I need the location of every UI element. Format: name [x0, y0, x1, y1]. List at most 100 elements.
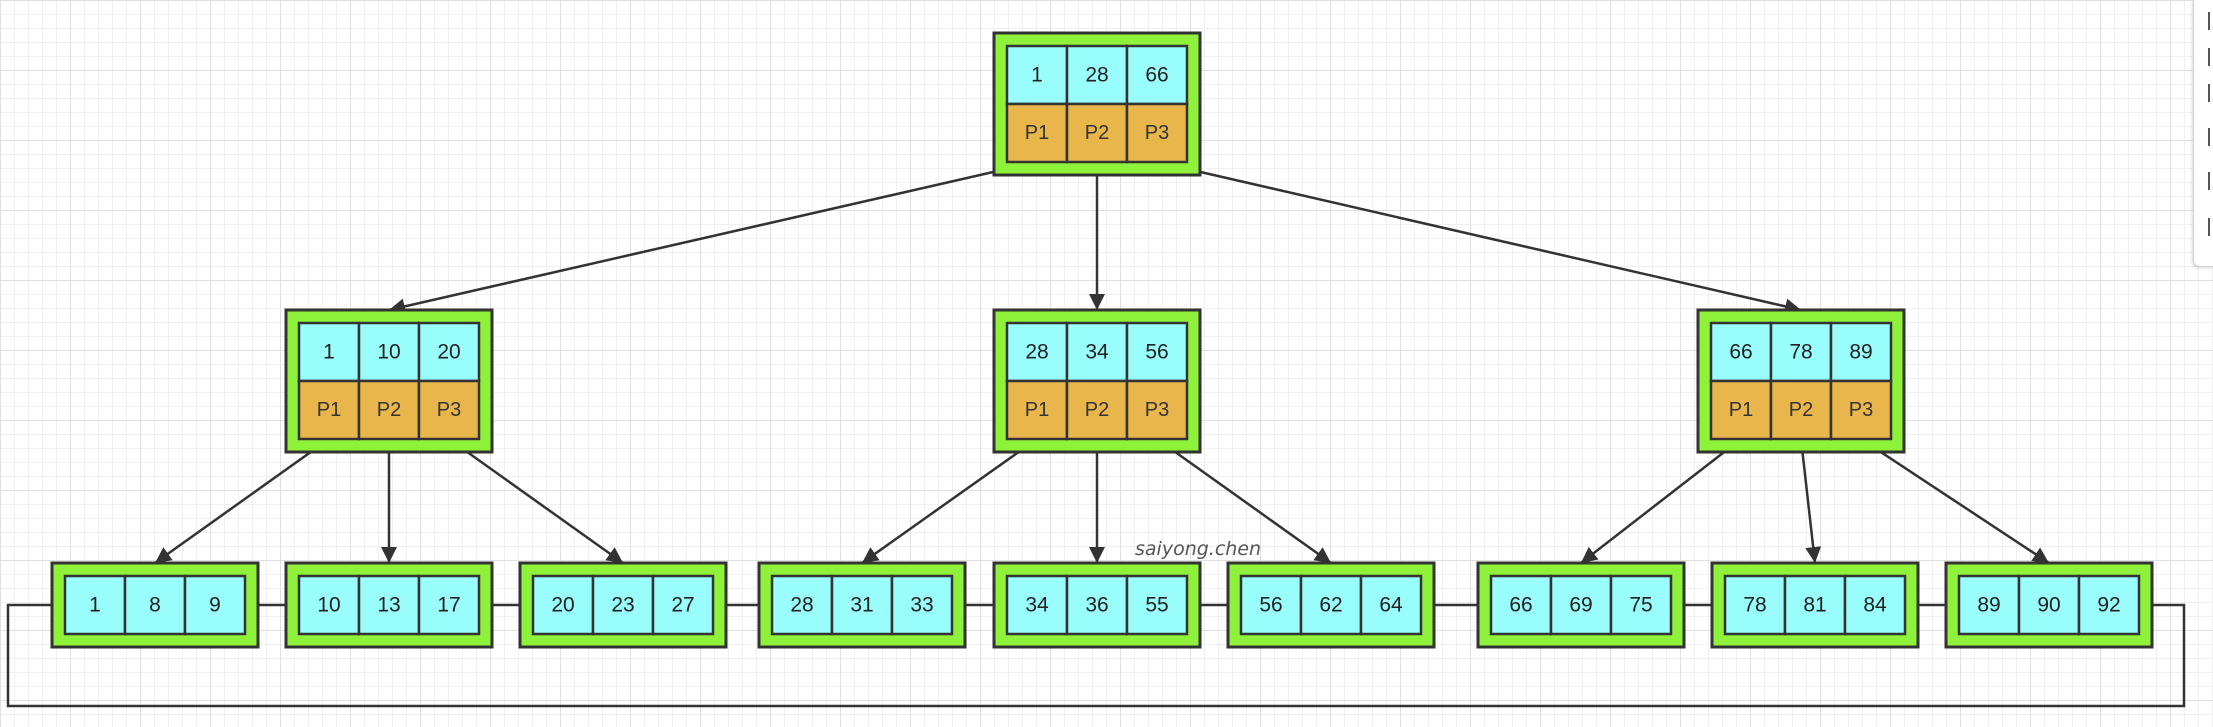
toolbar-item[interactable] [2208, 12, 2213, 30]
leaf-key-cell [1549, 574, 1613, 636]
toolbar-item[interactable] [2208, 128, 2213, 146]
internal-node-key-cell [1125, 321, 1189, 383]
internal-node-pointer-label: P1 [1729, 399, 1753, 421]
internal-node-pointer-cell [417, 379, 481, 441]
internal-node-key-label: 20 [437, 341, 460, 364]
root-node-pointer-cell [1065, 102, 1129, 164]
leaf-wraparound-link [6, 600, 2186, 708]
root-node-key-label: 28 [1085, 64, 1108, 87]
leaf-key-label: 64 [1379, 594, 1403, 617]
toolbar-item[interactable] [2208, 218, 2213, 236]
leaf-key-cell [417, 574, 481, 636]
leaf-key-cell [830, 574, 894, 636]
internal-node-key-cell [357, 321, 421, 383]
internal-node-pointer-label: P1 [1025, 399, 1049, 421]
leaf-key-cell [890, 574, 954, 636]
leaf-key-label: 36 [1085, 594, 1108, 617]
leaf-key-label: 20 [551, 594, 574, 617]
internal-node-pointer-label: P2 [1085, 399, 1109, 421]
internal-node-pointer-cell [1065, 379, 1129, 441]
internal-node-pointer-label: P1 [317, 399, 341, 421]
watermark-text: saiyong.chen [1135, 538, 1261, 560]
leaf-key-label: 27 [671, 594, 694, 617]
leaf-key-cell [1843, 574, 1907, 636]
tree-edge [448, 437, 624, 565]
leaf-key-cell [1239, 574, 1303, 636]
leaf-key-cell [357, 574, 421, 636]
leaf-node: 78 81 84 [1710, 561, 1920, 649]
internal-node-pointer-cell [1709, 379, 1773, 441]
internal-node: 66 P1 78 P2 89 P3 [1696, 308, 1906, 454]
tree-edge [1156, 437, 1332, 565]
root-node-pointer-cell [1125, 102, 1189, 164]
tree-edge [1799, 438, 1822, 564]
leaf-key-label: 9 [209, 594, 221, 617]
internal-node-key-label: 66 [1729, 341, 1752, 364]
leaf-key-label: 1 [89, 594, 101, 617]
internal-node-key-label: 10 [377, 341, 400, 364]
leaf-key-cell [1005, 574, 1069, 636]
internal-node-pointer-label: P3 [437, 399, 461, 421]
leaf-key-label: 10 [317, 594, 340, 617]
internal-node-pointer-label: P3 [1849, 399, 1873, 421]
leaf-key-cell [651, 574, 715, 636]
leaf-key-label: 28 [790, 594, 813, 617]
leaf-key-label: 89 [1977, 594, 2000, 617]
toolbar-item[interactable] [2208, 48, 2213, 66]
internal-node-key-label: 89 [1849, 341, 1872, 364]
internal-node-pointer-label: P2 [377, 399, 401, 421]
internal-node-pointer-cell [297, 379, 361, 441]
leaf-node: 66 69 75 [1476, 561, 1686, 649]
root-node-pointer-label: P2 [1085, 122, 1109, 144]
leaf-key-label: 56 [1259, 594, 1282, 617]
leaf-key-label: 84 [1863, 594, 1887, 617]
internal-node-pointer-cell [357, 379, 421, 441]
tree-edge [154, 437, 330, 565]
tree-edge [1860, 437, 2050, 565]
tree-edge [388, 160, 1038, 315]
leaf-key-label: 34 [1025, 594, 1049, 617]
leaf-key-cell [2077, 574, 2141, 636]
leaf-key-cell [1125, 574, 1189, 636]
root-node-key-label: 1 [1031, 64, 1043, 87]
tree-edge [1580, 438, 1742, 564]
leaf-node: 1 8 9 [50, 561, 260, 649]
leaf-key-label: 23 [611, 594, 634, 617]
nodes-layer: 1 P1 28 P2 66 P3 1 P1 10 P2 20 P3 28 P1 34 P2 56 P3 66 P1 78… [50, 31, 2154, 649]
leaf-key-label: 90 [2037, 594, 2060, 617]
internal-node: 1 P1 10 P2 20 P3 [284, 308, 494, 454]
leaf-key-cell [1065, 574, 1129, 636]
root-node-key-label: 66 [1145, 64, 1168, 87]
leaf-key-label: 81 [1803, 594, 1826, 617]
root-node: 1 P1 28 P2 66 P3 [992, 31, 1202, 177]
internal-node-key-label: 34 [1085, 341, 1109, 364]
toolbar-item[interactable] [2208, 172, 2213, 190]
leaf-node: 56 62 64 [1226, 561, 1436, 649]
leaf-key-cell [1299, 574, 1363, 636]
root-node-pointer-label: P3 [1145, 122, 1169, 144]
leaf-node: 10 13 17 [284, 561, 494, 649]
leaf-key-label: 75 [1629, 594, 1652, 617]
root-node-pointer-label: P1 [1025, 122, 1049, 144]
leaf-node: 20 23 27 [518, 561, 728, 649]
leaf-key-label: 69 [1569, 594, 1592, 617]
side-toolbar-panel[interactable] [2193, 0, 2213, 267]
leaf-node: 28 31 33 [757, 561, 967, 649]
internal-node-pointer-label: P2 [1789, 399, 1813, 421]
leaf-key-label: 66 [1509, 594, 1532, 617]
toolbar-item[interactable] [2208, 84, 2213, 102]
internal-node-pointer-cell [1125, 379, 1189, 441]
leaf-key-cell [531, 574, 595, 636]
leaf-node: 89 90 92 [1944, 561, 2154, 649]
internal-node-key-cell [1005, 321, 1069, 383]
internal-node: 28 P1 34 P2 56 P3 [992, 308, 1202, 454]
leaf-key-label: 31 [850, 594, 873, 617]
internal-node-key-label: 78 [1789, 341, 1812, 364]
internal-node-pointer-cell [1005, 379, 1069, 441]
leaf-key-label: 92 [2097, 594, 2120, 617]
leaf-key-cell [63, 574, 127, 636]
internal-node-key-label: 1 [323, 341, 335, 364]
leaf-key-cell [297, 574, 361, 636]
internal-node-key-label: 28 [1025, 341, 1048, 364]
